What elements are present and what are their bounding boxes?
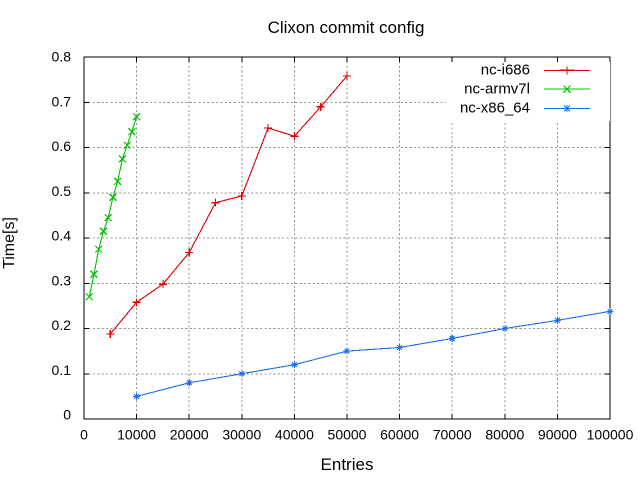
svg-text:20000: 20000 — [170, 427, 209, 443]
svg-text:0: 0 — [63, 407, 71, 423]
svg-text:50000: 50000 — [328, 427, 367, 443]
svg-text:0.6: 0.6 — [52, 138, 72, 154]
svg-text:Entries: Entries — [321, 455, 374, 474]
svg-text:Time[s]: Time[s] — [1, 217, 18, 269]
svg-text:nc-x86_64: nc-x86_64 — [460, 100, 530, 117]
svg-text:40000: 40000 — [275, 427, 314, 443]
svg-text:0.1: 0.1 — [52, 362, 72, 378]
svg-text:80000: 80000 — [485, 427, 524, 443]
svg-text:0.2: 0.2 — [52, 317, 72, 333]
svg-text:0.8: 0.8 — [52, 49, 72, 65]
svg-text:0.3: 0.3 — [52, 272, 72, 288]
svg-text:0: 0 — [80, 427, 88, 443]
svg-text:60000: 60000 — [380, 427, 419, 443]
svg-text:100000: 100000 — [587, 427, 634, 443]
svg-text:nc-armv7l: nc-armv7l — [464, 81, 530, 98]
svg-text:0.5: 0.5 — [52, 183, 72, 199]
svg-text:70000: 70000 — [433, 427, 472, 443]
svg-text:30000: 30000 — [222, 427, 261, 443]
svg-text:Clixon commit config: Clixon commit config — [268, 18, 425, 37]
svg-text:10000: 10000 — [117, 427, 156, 443]
svg-text:0.7: 0.7 — [52, 93, 72, 109]
svg-text:0.4: 0.4 — [52, 228, 72, 244]
svg-text:90000: 90000 — [538, 427, 577, 443]
svg-text:nc-i686: nc-i686 — [481, 62, 530, 79]
